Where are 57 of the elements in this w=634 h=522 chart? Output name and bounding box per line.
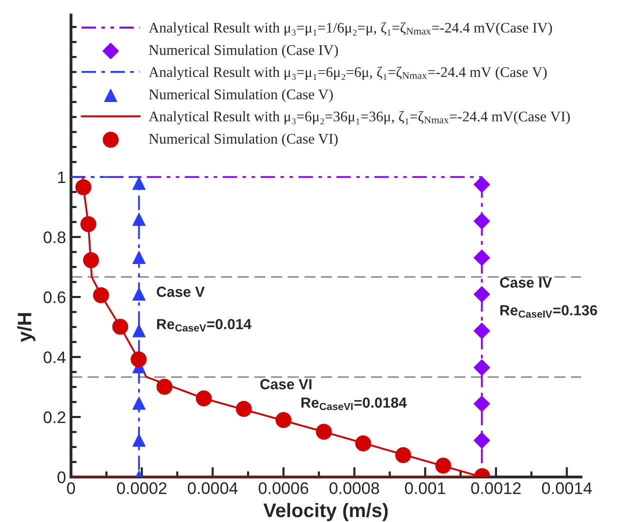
annotation: Re$_{CaseVI}$=0.0184 [301,397,407,410]
point [83,252,100,268]
point [75,179,92,196]
y-tick-label: 0.2 [44,411,66,424]
y-tick-label: 0 [58,471,66,484]
point [132,176,146,190]
x-tick-label: 0.001 [404,482,446,494]
annotation: Case IV [500,277,552,288]
point [132,324,146,338]
point [474,432,490,449]
point [112,318,128,335]
point [276,412,292,428]
point [395,447,412,464]
annotation: Re$_{CaseIV}$=0.136 [500,305,598,318]
y-tick-label: 0.8 [44,231,66,244]
point [196,390,212,406]
point [474,322,490,340]
point [132,212,146,226]
point [156,378,172,395]
point [93,287,110,304]
y-tick-label: 1 [58,172,66,184]
point [474,176,490,193]
x-tick-label: 0.0002 [117,482,166,494]
legend-label: Analytical Result with μ₃=6μ₂=36μ₁=36μ, ζ₁=ζ$_{Nmax}$=-24.4 mV(Case VI) [148,111,570,124]
point [236,400,252,417]
point [474,396,490,412]
point [130,351,147,368]
x-tick-label: 0.0014 [542,482,592,494]
legend-label: Analytical Result with μ₃=μ₁=6μ₂=6μ, ζ₁=ζ$_{Nmax}$=-24.4 mV (Case V) [148,66,547,80]
legend-label: Analytical Result with μ₃=μ₁=1/6μ₂=μ, ζ₁=ζ$_{Nmax}$=-24.4 mV(Case IV) [148,22,552,36]
point [132,287,146,301]
annotation: Case V [156,286,205,297]
point [474,249,490,266]
x-tick-label: 0.0012 [471,482,521,494]
point [132,250,146,264]
annotation: Case VI [260,379,312,390]
point [474,286,490,303]
y-tick-label: 0.4 [44,351,66,364]
x-axis-title: Velocity (m/s) [263,502,388,522]
legend-label: Numerical Simulation (Case V) [149,89,333,102]
point [435,458,452,474]
point [474,212,490,230]
x-tick-label: 0.0006 [258,482,308,494]
point [316,424,332,440]
y-tick-label: 0.6 [44,291,66,304]
x-tick-label: 0 [67,482,75,494]
point [355,435,372,452]
point [474,359,490,376]
point [132,434,146,447]
legend-label: Numerical Simulation (Case IV) [149,44,338,58]
legend-label: Numerical Simulation (Case VI) [149,133,338,147]
x-tick-label: 0.0008 [330,482,380,494]
y-axis-title: y/H [17,313,36,342]
x-tick-label: 0.0004 [188,482,238,494]
point [132,396,146,410]
point [80,216,96,232]
annotation: Re$_{CaseV}$=0.014 [157,318,252,332]
